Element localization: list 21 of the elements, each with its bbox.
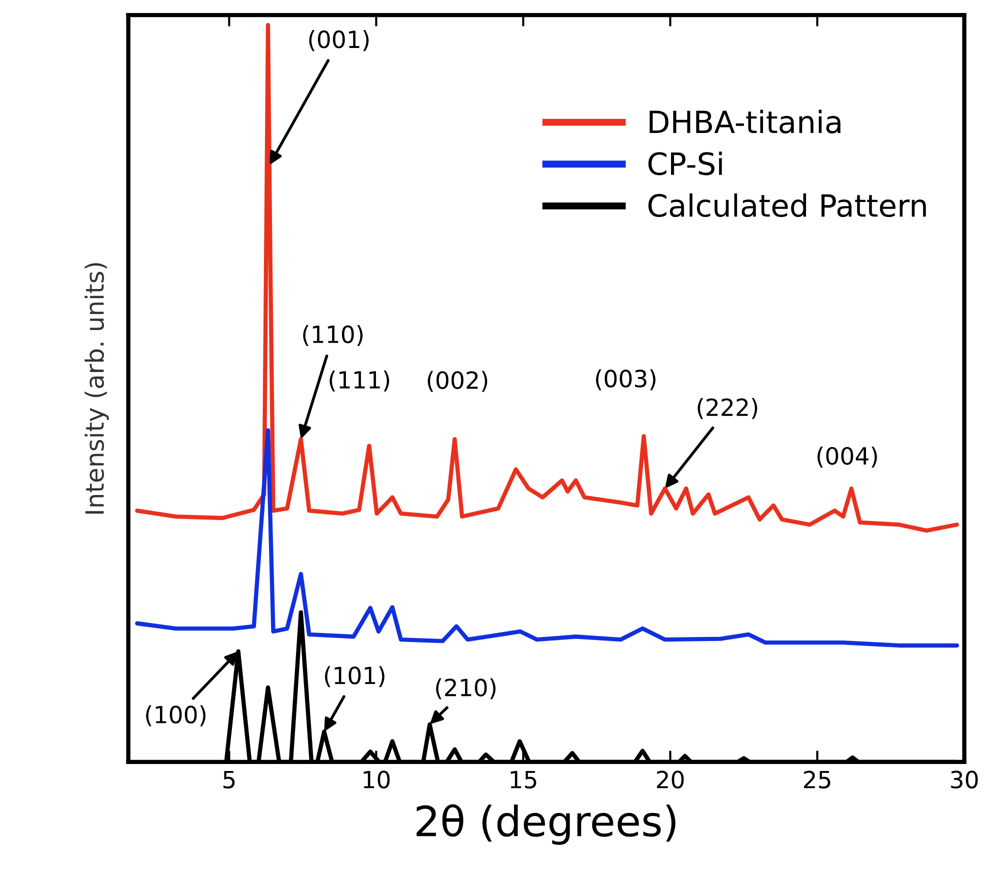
annotation: (002) <box>428 370 488 392</box>
x-tick-label: 20 <box>656 770 684 789</box>
x-tick-label: 15 <box>510 770 536 789</box>
legend-label: CP-Si <box>648 152 722 176</box>
legend-label: DHBA-titania <box>650 110 840 134</box>
x-tick-label: 30 <box>951 770 978 789</box>
annotation: (111) <box>330 370 390 392</box>
y-axis-title: Intensity (arb. units) <box>84 263 109 514</box>
annotation: (100) <box>146 705 206 726</box>
annotation: (101) <box>324 666 384 688</box>
x-axis-title: 2θ (degrees) <box>416 804 676 845</box>
x-tick-label: 25 <box>804 770 830 789</box>
annotation: (222) <box>698 398 758 419</box>
annotation: (210) <box>436 678 496 700</box>
annotation: (003) <box>596 369 656 390</box>
x-tick-label: 10 <box>364 770 390 789</box>
x-tick-label: 5 <box>223 770 235 789</box>
annotation: (004) <box>818 446 877 468</box>
legend-label: Calculated Pattern <box>648 193 926 218</box>
annotation: (001) <box>309 30 369 52</box>
annotation: (110) <box>303 324 363 346</box>
